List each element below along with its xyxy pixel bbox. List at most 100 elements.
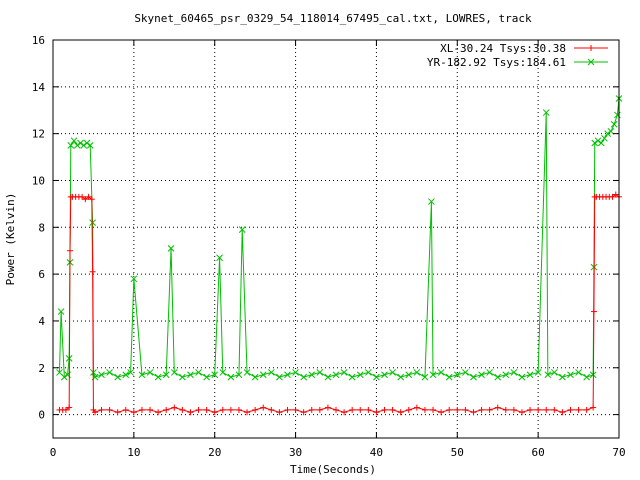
y-tick-label: 14 [32, 81, 46, 94]
y-tick-label: 16 [32, 34, 45, 47]
data-point-xl [85, 193, 92, 200]
data-point-yr [502, 371, 510, 379]
data-point-yr [106, 369, 113, 376]
data-point-xl [147, 406, 154, 413]
data-point-yr [122, 371, 130, 379]
data-point-yr [594, 137, 602, 145]
plot-frame [52, 39, 620, 439]
data-point-yr [162, 371, 170, 379]
legend: XL-30.24 Tsys:30.38 YR-182.92 Tsys:184.6… [427, 42, 608, 69]
data-point-xl [567, 406, 574, 413]
data-point-yr [60, 373, 68, 381]
data-point-yr [276, 373, 283, 381]
data-point-xl [462, 406, 469, 413]
data-point-yr [601, 134, 608, 142]
data-point-xl [381, 406, 388, 413]
data-point-yr [292, 369, 299, 376]
data-point-xl [92, 409, 99, 416]
data-point-yr [389, 369, 396, 376]
data-point-xl [590, 308, 597, 315]
data-point-xl [349, 406, 356, 413]
data-point-yr [67, 141, 75, 149]
data-point-yr [550, 369, 558, 376]
data-point-yr [227, 373, 235, 381]
data-point-xl [79, 193, 86, 200]
grid-layer [53, 40, 619, 438]
data-point-xl [244, 409, 251, 416]
data-point-xl [163, 406, 170, 413]
legend-sample-xl [574, 45, 608, 51]
data-point-yr [526, 371, 534, 379]
data-point-yr [80, 141, 88, 149]
data-point-xl [494, 404, 501, 411]
data-point-xl [583, 406, 590, 413]
data-point-xl [518, 409, 525, 416]
data-point-xl [252, 406, 259, 413]
legend-label-xl: XL-30.24 Tsys:30.38 [440, 42, 566, 55]
data-point-yr [138, 371, 146, 379]
data-point-yr [478, 371, 485, 379]
data-point-xl [308, 406, 315, 413]
x-tick-label: 20 [208, 446, 221, 459]
data-point-yr [235, 371, 243, 379]
data-point-yr [437, 369, 445, 376]
data-point-yr [219, 369, 227, 376]
data-point-yr [127, 369, 134, 376]
data-point-yr [583, 373, 591, 381]
data-point-xl [446, 406, 453, 413]
data-point-yr [494, 373, 502, 381]
y-tick-label: 4 [38, 315, 45, 328]
data-point-yr [591, 139, 599, 147]
data-point-yr [316, 369, 324, 376]
y-tick-label: 12 [32, 128, 45, 141]
legend-marker [587, 58, 595, 66]
data-point-yr [300, 373, 308, 381]
data-point-xl [276, 409, 283, 416]
data-point-yr [597, 139, 605, 147]
data-point-yr [559, 373, 566, 381]
data-point-xl [559, 409, 566, 416]
data-point-xl [405, 406, 412, 413]
data-point-xl [82, 196, 89, 203]
data-point-xl [421, 406, 428, 413]
data-point-xl [373, 409, 380, 416]
data-point-yr [397, 373, 405, 381]
data-point-yr [413, 369, 421, 376]
data-point-yr [486, 369, 493, 376]
data-point-yr [70, 137, 78, 145]
x-tick-label: 30 [289, 446, 302, 459]
legend-sample-yr [574, 58, 608, 66]
data-point-xl [179, 406, 186, 413]
data-point-xl [470, 409, 477, 416]
data-point-xl [292, 406, 299, 413]
data-point-yr [77, 139, 84, 147]
y-axis-label: Power (Kelvin) [4, 193, 17, 286]
data-point-xl [300, 409, 307, 416]
data-point-xl [535, 406, 542, 413]
data-point-yr [83, 139, 91, 147]
data-point-yr [89, 219, 96, 226]
x-tick-label: 10 [127, 446, 140, 459]
data-point-xl [527, 406, 534, 413]
data-point-xl [219, 406, 226, 413]
data-point-xl [114, 409, 121, 416]
data-point-xl [502, 406, 509, 413]
data-point-yr [421, 373, 429, 381]
data-point-yr [114, 373, 122, 381]
data-point-yr [340, 369, 348, 376]
x-tick-label: 70 [612, 446, 625, 459]
y-tick-label: 10 [32, 174, 45, 187]
data-point-yr [308, 371, 316, 379]
data-point-yr [356, 371, 364, 379]
data-point-yr [146, 369, 154, 376]
data-point-yr [167, 245, 175, 252]
data-point-xl [284, 406, 291, 413]
y-tick-label: 8 [38, 221, 45, 234]
data-point-xl [397, 409, 404, 416]
data-point-xl [316, 406, 323, 413]
data-point-yr [453, 371, 461, 379]
data-point-yr [324, 373, 332, 381]
data-point-xl [66, 247, 73, 254]
data-point-xl [106, 406, 113, 413]
